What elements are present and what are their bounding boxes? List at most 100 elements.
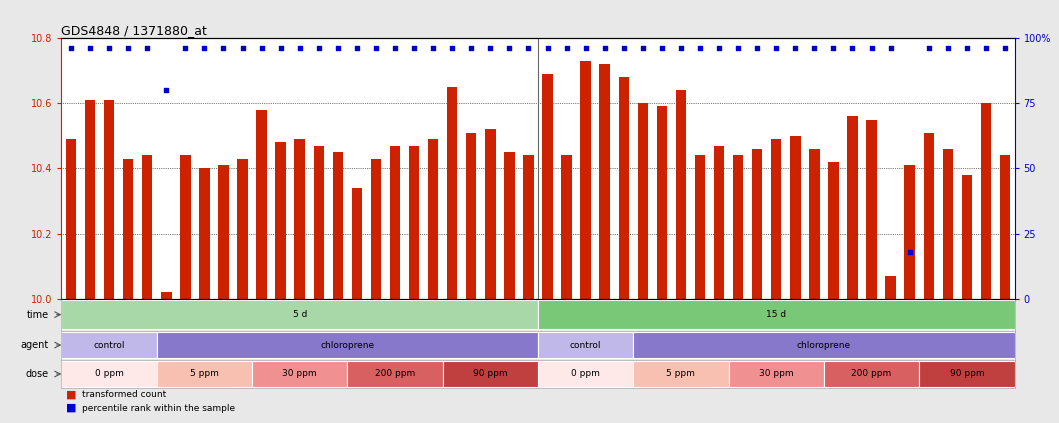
- Point: [406, 45, 423, 52]
- Bar: [352, 188, 362, 299]
- Text: 90 ppm: 90 ppm: [950, 370, 984, 379]
- Point: [62, 45, 79, 52]
- Text: chloroprene: chloroprene: [320, 341, 375, 349]
- Point: [253, 45, 270, 52]
- Point: [158, 87, 175, 93]
- Point: [310, 45, 327, 52]
- Bar: [504, 152, 515, 299]
- Bar: [180, 155, 191, 299]
- Point: [196, 45, 213, 52]
- Bar: [828, 162, 839, 299]
- Bar: [943, 149, 953, 299]
- Bar: [199, 168, 210, 299]
- Point: [711, 45, 728, 52]
- Point: [425, 45, 442, 52]
- Point: [787, 45, 804, 52]
- Bar: [538, 332, 633, 358]
- Point: [577, 45, 594, 52]
- Point: [539, 45, 556, 52]
- Point: [672, 45, 689, 52]
- Bar: [633, 332, 1015, 358]
- Point: [520, 45, 537, 52]
- Bar: [790, 136, 801, 299]
- Bar: [252, 361, 347, 387]
- Point: [501, 45, 518, 52]
- Bar: [885, 276, 896, 299]
- Point: [215, 45, 232, 52]
- Point: [615, 45, 632, 52]
- Bar: [161, 292, 172, 299]
- Point: [272, 45, 289, 52]
- Point: [692, 45, 708, 52]
- Bar: [218, 165, 229, 299]
- Bar: [824, 361, 919, 387]
- Point: [558, 45, 575, 52]
- Point: [901, 248, 918, 255]
- Text: ■: ■: [66, 390, 76, 400]
- Bar: [237, 159, 248, 299]
- Text: 5 d: 5 d: [292, 310, 307, 319]
- Text: percentile rank within the sample: percentile rank within the sample: [83, 404, 235, 412]
- Bar: [61, 361, 157, 387]
- Bar: [981, 103, 991, 299]
- Bar: [542, 74, 553, 299]
- Bar: [157, 361, 252, 387]
- Point: [444, 45, 461, 52]
- Bar: [714, 146, 724, 299]
- Text: chloroprene: chloroprene: [796, 341, 851, 349]
- Point: [177, 45, 194, 52]
- Point: [120, 45, 137, 52]
- Text: 30 ppm: 30 ppm: [283, 370, 317, 379]
- Bar: [676, 90, 686, 299]
- Text: 30 ppm: 30 ppm: [759, 370, 793, 379]
- Bar: [371, 159, 381, 299]
- Bar: [104, 100, 114, 299]
- Bar: [142, 155, 152, 299]
- Bar: [580, 61, 591, 299]
- Point: [958, 45, 975, 52]
- Text: 200 ppm: 200 ppm: [851, 370, 892, 379]
- Bar: [847, 116, 858, 299]
- Point: [634, 45, 651, 52]
- Bar: [447, 87, 457, 299]
- Bar: [313, 146, 324, 299]
- Text: dose: dose: [25, 369, 49, 379]
- Text: transformed count: transformed count: [83, 390, 166, 399]
- Point: [101, 45, 118, 52]
- Bar: [962, 175, 972, 299]
- Bar: [866, 120, 877, 299]
- Text: 5 ppm: 5 ppm: [190, 370, 219, 379]
- Point: [882, 45, 899, 52]
- Text: GDS4848 / 1371880_at: GDS4848 / 1371880_at: [61, 24, 208, 37]
- Text: 0 ppm: 0 ppm: [571, 370, 600, 379]
- Bar: [409, 146, 419, 299]
- Point: [482, 45, 499, 52]
- Text: 90 ppm: 90 ppm: [473, 370, 507, 379]
- Text: 200 ppm: 200 ppm: [375, 370, 415, 379]
- Point: [844, 45, 861, 52]
- Point: [367, 45, 384, 52]
- Point: [977, 45, 994, 52]
- Bar: [61, 300, 538, 329]
- Point: [82, 45, 98, 52]
- Point: [291, 45, 308, 52]
- Bar: [771, 139, 782, 299]
- Bar: [85, 100, 95, 299]
- Point: [329, 45, 346, 52]
- Bar: [599, 64, 610, 299]
- Bar: [1000, 155, 1010, 299]
- Bar: [618, 77, 629, 299]
- Bar: [919, 361, 1015, 387]
- Text: 15 d: 15 d: [766, 310, 787, 319]
- Bar: [443, 361, 538, 387]
- Bar: [390, 146, 400, 299]
- Text: control: control: [93, 341, 125, 349]
- Point: [139, 45, 156, 52]
- Bar: [657, 107, 667, 299]
- Bar: [347, 361, 443, 387]
- Text: time: time: [26, 310, 49, 320]
- Bar: [729, 361, 824, 387]
- Bar: [275, 142, 286, 299]
- Bar: [333, 152, 343, 299]
- Bar: [695, 155, 705, 299]
